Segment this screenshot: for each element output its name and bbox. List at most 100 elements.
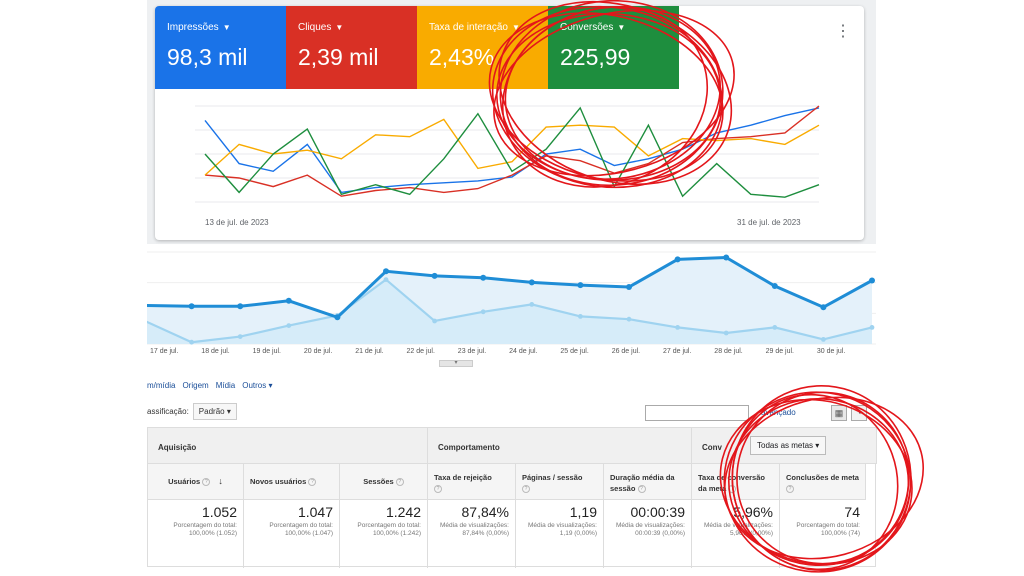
cell-avg-session-duration: 00:00:39 Média de visualizações: 00:00:3…: [604, 500, 692, 568]
column-header-bounce-rate[interactable]: Taxa de rejeição ?: [428, 464, 516, 500]
group-header-conversions-label: Conv: [702, 443, 722, 452]
metric-label: Conversões: [560, 22, 614, 33]
help-icon: ?: [786, 485, 794, 494]
help-icon: ?: [202, 478, 211, 487]
data-point[interactable]: [480, 274, 487, 281]
metric-value: 2,43%: [429, 44, 495, 70]
grid-view-icon[interactable]: ▦: [831, 405, 847, 421]
analytics-area-chart: [147, 251, 876, 345]
help-icon: ?: [637, 485, 646, 494]
column-header-sessions[interactable]: Sessões ?: [340, 464, 428, 500]
data-point[interactable]: [188, 303, 195, 310]
cell-value: 74: [844, 504, 860, 520]
dimension-link-source[interactable]: Origem: [182, 381, 209, 390]
cell-subtext: Média de visualizações: 87,84% (0,00%): [439, 522, 509, 537]
data-point[interactable]: [529, 302, 535, 307]
data-point[interactable]: [869, 277, 875, 284]
help-icon: ?: [308, 478, 317, 487]
x-tick-label: 20 de jul.: [303, 348, 333, 355]
sort-select[interactable]: Padrão ▾: [192, 403, 237, 420]
caret-down-icon: ▼: [511, 23, 520, 32]
column-header-new-users[interactable]: Novos usuários ?: [244, 464, 340, 500]
x-tick-label: 30 de jul.: [816, 348, 846, 355]
column-header-avg-session-duration[interactable]: Duração média da sessão ?: [604, 464, 692, 500]
data-point[interactable]: [432, 318, 437, 324]
dimension-link-other[interactable]: Outros ▾: [242, 381, 273, 390]
data-point[interactable]: [286, 323, 292, 328]
data-point[interactable]: [820, 304, 827, 311]
table-search-input[interactable]: [645, 405, 749, 421]
data-point[interactable]: [578, 314, 583, 319]
data-point[interactable]: [334, 314, 341, 321]
data-point[interactable]: [237, 303, 244, 310]
cell-value: 1.047: [297, 504, 333, 520]
column-header-label: Sessões: [363, 477, 394, 486]
cell-subtext: Média de visualizações: 5,96% (0,00%): [703, 522, 773, 537]
group-header-acquisition: Aquisição: [148, 428, 428, 464]
metric-value: 225,99: [560, 44, 631, 70]
x-tick-label: 19 de jul.: [252, 348, 282, 355]
cell-value: 5,96%: [733, 504, 773, 520]
metric-value: 2,39 mil: [298, 44, 379, 70]
pie-view-icon[interactable]: ◔: [851, 405, 867, 421]
data-point[interactable]: [237, 334, 243, 339]
ads-line-chart: [195, 105, 820, 203]
data-point[interactable]: [285, 297, 292, 304]
cell-value: 1,19: [569, 504, 597, 520]
series-line-1: [147, 278, 873, 344]
help-icon: ?: [434, 485, 442, 494]
series-area-0: [147, 257, 872, 344]
data-point[interactable]: [772, 325, 778, 330]
analytics-report-table: Aquisição Comportamento Conv Todas as me…: [147, 427, 877, 568]
column-header-goal-completions[interactable]: Conclusões de meta ?: [780, 464, 866, 500]
cell-sessions: 1.242 Porcentagem do total: 100,00% (1.2…: [340, 500, 428, 568]
column-header-label: Taxa de rejeição: [434, 473, 492, 482]
more-vert-icon[interactable]: ⋮: [835, 23, 851, 40]
data-point[interactable]: [675, 325, 680, 330]
cell-subtext: Porcentagem do total: 100,00% (1.047): [269, 522, 333, 537]
data-point[interactable]: [723, 330, 729, 336]
data-point[interactable]: [626, 316, 632, 322]
x-tick-label: 25 de jul.: [560, 348, 589, 355]
data-point[interactable]: [869, 325, 875, 330]
data-point[interactable]: [674, 256, 681, 263]
column-header-label: Duração média da sessão: [610, 473, 675, 493]
metric-tile-impressions[interactable]: Impressões ▼ 98,3 mil: [155, 6, 286, 89]
metric-value: 98,3 mil: [167, 44, 248, 70]
series-line-2: [204, 118, 820, 176]
help-icon: ?: [522, 485, 530, 494]
data-point[interactable]: [480, 309, 486, 315]
data-point[interactable]: [189, 339, 194, 345]
cell-goal-completions: 74 Porcentagem do total: 100,00% (74): [780, 500, 866, 568]
data-point[interactable]: [528, 279, 535, 286]
metric-tile-clicks[interactable]: Cliques ▼ 2,39 mil: [286, 6, 417, 89]
data-point[interactable]: [626, 284, 632, 290]
caret-down-icon: ▼: [222, 23, 231, 32]
caret-down-icon: ▼: [335, 23, 344, 32]
x-tick-label: 17 de jul.: [150, 348, 179, 355]
data-point[interactable]: [383, 277, 389, 282]
column-header-label: Novos usuários: [250, 477, 307, 486]
data-point[interactable]: [821, 337, 826, 342]
data-point[interactable]: [771, 283, 778, 289]
goal-select[interactable]: Todas as metas ▾: [750, 436, 827, 455]
dimension-link-medium[interactable]: Mídia: [215, 381, 236, 390]
column-header-label: Conclusões de meta: [786, 473, 859, 482]
cell-new-users: 1.047 Porcentagem do total: 100,00% (1.0…: [244, 500, 340, 568]
column-header-goal-conversion-rate[interactable]: Taxa de conversão da meta ?: [692, 464, 780, 500]
data-point[interactable]: [577, 282, 584, 289]
dimension-link-source-medium[interactable]: m/mídia: [147, 381, 176, 390]
data-point[interactable]: [383, 268, 389, 275]
data-point[interactable]: [723, 254, 730, 261]
column-header-users[interactable]: Usuários ? ↓: [148, 464, 244, 500]
sort-label: assificação:: [147, 407, 189, 416]
advanced-filter-link[interactable]: avançado: [761, 408, 796, 417]
chart-resize-handle[interactable]: ▾: [439, 360, 473, 367]
column-header-pages-per-session[interactable]: Páginas / sessão ?: [516, 464, 604, 500]
data-point[interactable]: [431, 272, 438, 279]
x-tick-label: 22 de jul.: [406, 348, 435, 355]
cell-value: 1.052: [201, 504, 237, 520]
metric-tile-interaction-rate[interactable]: Taxa de interação ▼ 2,43%: [417, 6, 548, 89]
cell-users: 1.052 Porcentagem do total: 100,00% (1.0…: [148, 500, 244, 568]
metric-tile-conversions[interactable]: Conversões ▼ 225,99: [548, 6, 679, 89]
